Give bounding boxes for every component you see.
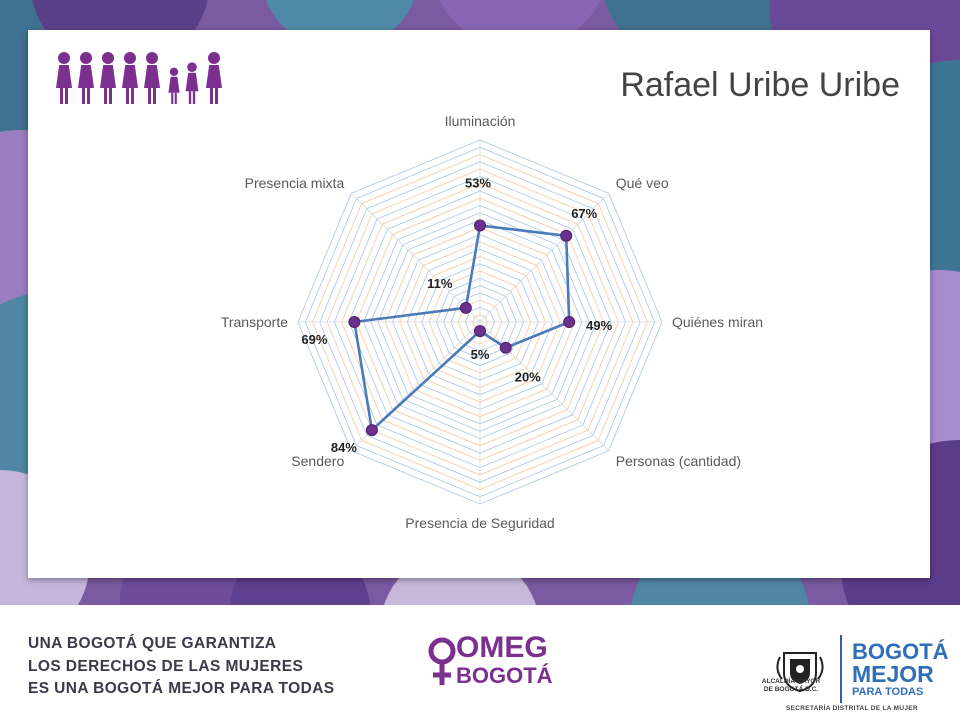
radar-spoke bbox=[479, 193, 609, 323]
bogota-logo-line-3: PARA TODAS bbox=[852, 686, 924, 698]
footer: UNA BOGOTÁ QUE GARANTIZA LOS DERECHOS DE… bbox=[0, 605, 960, 720]
person-figure-icon bbox=[78, 52, 94, 104]
bogota-logo-line-2: MEJOR bbox=[852, 661, 934, 687]
person-figure-icon bbox=[185, 62, 199, 104]
person-figure-icon bbox=[206, 52, 222, 104]
data-point bbox=[459, 301, 472, 314]
omeg-logo-city: BOGOTÁ bbox=[456, 663, 553, 688]
category-label: Presencia mixta bbox=[245, 175, 345, 191]
female-symbol-icon bbox=[428, 637, 456, 685]
women-family-icon bbox=[56, 52, 222, 104]
data-label: 49% bbox=[586, 318, 612, 333]
bogota-crest-icon bbox=[776, 652, 824, 693]
category-label: Sendero bbox=[291, 453, 344, 469]
category-label: Presencia de Seguridad bbox=[405, 515, 554, 531]
secretaria-label: SECRETARÍA DISTRITAL DE LA MUJER bbox=[786, 705, 918, 712]
slogan-line-3: ES UNA BOGOTÁ MEJOR PARA TODAS bbox=[28, 680, 335, 697]
data-point bbox=[499, 341, 512, 354]
bogota-mejor-logo: BOGOTÁ MEJOR PARA TODAS bbox=[852, 639, 952, 699]
radar-data-labels: 53% 67% 49% 20% 5% 84% 69% 11% bbox=[301, 176, 612, 456]
omeg-logo-word: OMEG bbox=[456, 631, 548, 664]
person-figure-icon bbox=[168, 67, 180, 104]
person-figure-icon bbox=[144, 52, 160, 104]
slogan-line-2: LOS DERECHOS DE LAS MUJERES bbox=[28, 657, 304, 675]
data-label: 20% bbox=[515, 370, 541, 385]
data-point bbox=[365, 424, 378, 437]
category-label: Qué veo bbox=[616, 175, 669, 191]
person-figure-icon bbox=[56, 52, 72, 104]
bogota-logo-line-1: BOGOTÁ bbox=[852, 639, 949, 664]
radar-series bbox=[348, 219, 576, 437]
omeg-logo: OMEG BOGOTÁ bbox=[428, 631, 553, 695]
data-point bbox=[474, 219, 486, 232]
category-label: Iluminación bbox=[445, 113, 516, 129]
slogan-line-1: UNA BOGOTÁ QUE GARANTIZA bbox=[28, 635, 277, 652]
data-label: 5% bbox=[471, 347, 490, 362]
person-figure-icon bbox=[100, 52, 116, 104]
category-label: Personas (cantidad) bbox=[616, 453, 741, 469]
chart-card: Rafael Uribe Uribe Iluminación Qué veo Qui… bbox=[28, 30, 930, 578]
data-label: 84% bbox=[331, 440, 357, 455]
radar-chart: Iluminación Qué veo Quiénes miran Personas … bbox=[221, 113, 763, 531]
radar-spoke bbox=[351, 193, 481, 323]
data-label: 11% bbox=[427, 276, 453, 291]
category-label: Quiénes miran bbox=[672, 314, 763, 330]
category-label: Transporte bbox=[221, 314, 288, 330]
alcaldia-line-1: ALCALDÍA MAYOR bbox=[761, 678, 821, 685]
alcaldia-label: ALCALDÍA MAYOR DE BOGOTÁ D.C. bbox=[736, 678, 846, 694]
footer-slogan: UNA BOGOTÁ QUE GARANTIZA LOS DERECHOS DE… bbox=[28, 633, 335, 701]
chart-title: Rafael Uribe Uribe bbox=[620, 66, 900, 104]
alcaldia-line-2: DE BOGOTÁ D.C. bbox=[763, 686, 819, 693]
series-line bbox=[353, 224, 571, 432]
data-point bbox=[348, 316, 361, 328]
person-figure-icon bbox=[122, 52, 138, 104]
data-point bbox=[474, 325, 486, 338]
data-point bbox=[560, 229, 573, 242]
data-label: 67% bbox=[571, 206, 597, 221]
logo-divider bbox=[840, 635, 842, 703]
data-label: 53% bbox=[465, 176, 491, 191]
radar-spoke bbox=[479, 321, 609, 451]
data-label: 69% bbox=[301, 332, 327, 347]
radar-category-labels: Iluminación Qué veo Quiénes miran Personas … bbox=[221, 113, 763, 531]
data-point bbox=[563, 316, 576, 328]
